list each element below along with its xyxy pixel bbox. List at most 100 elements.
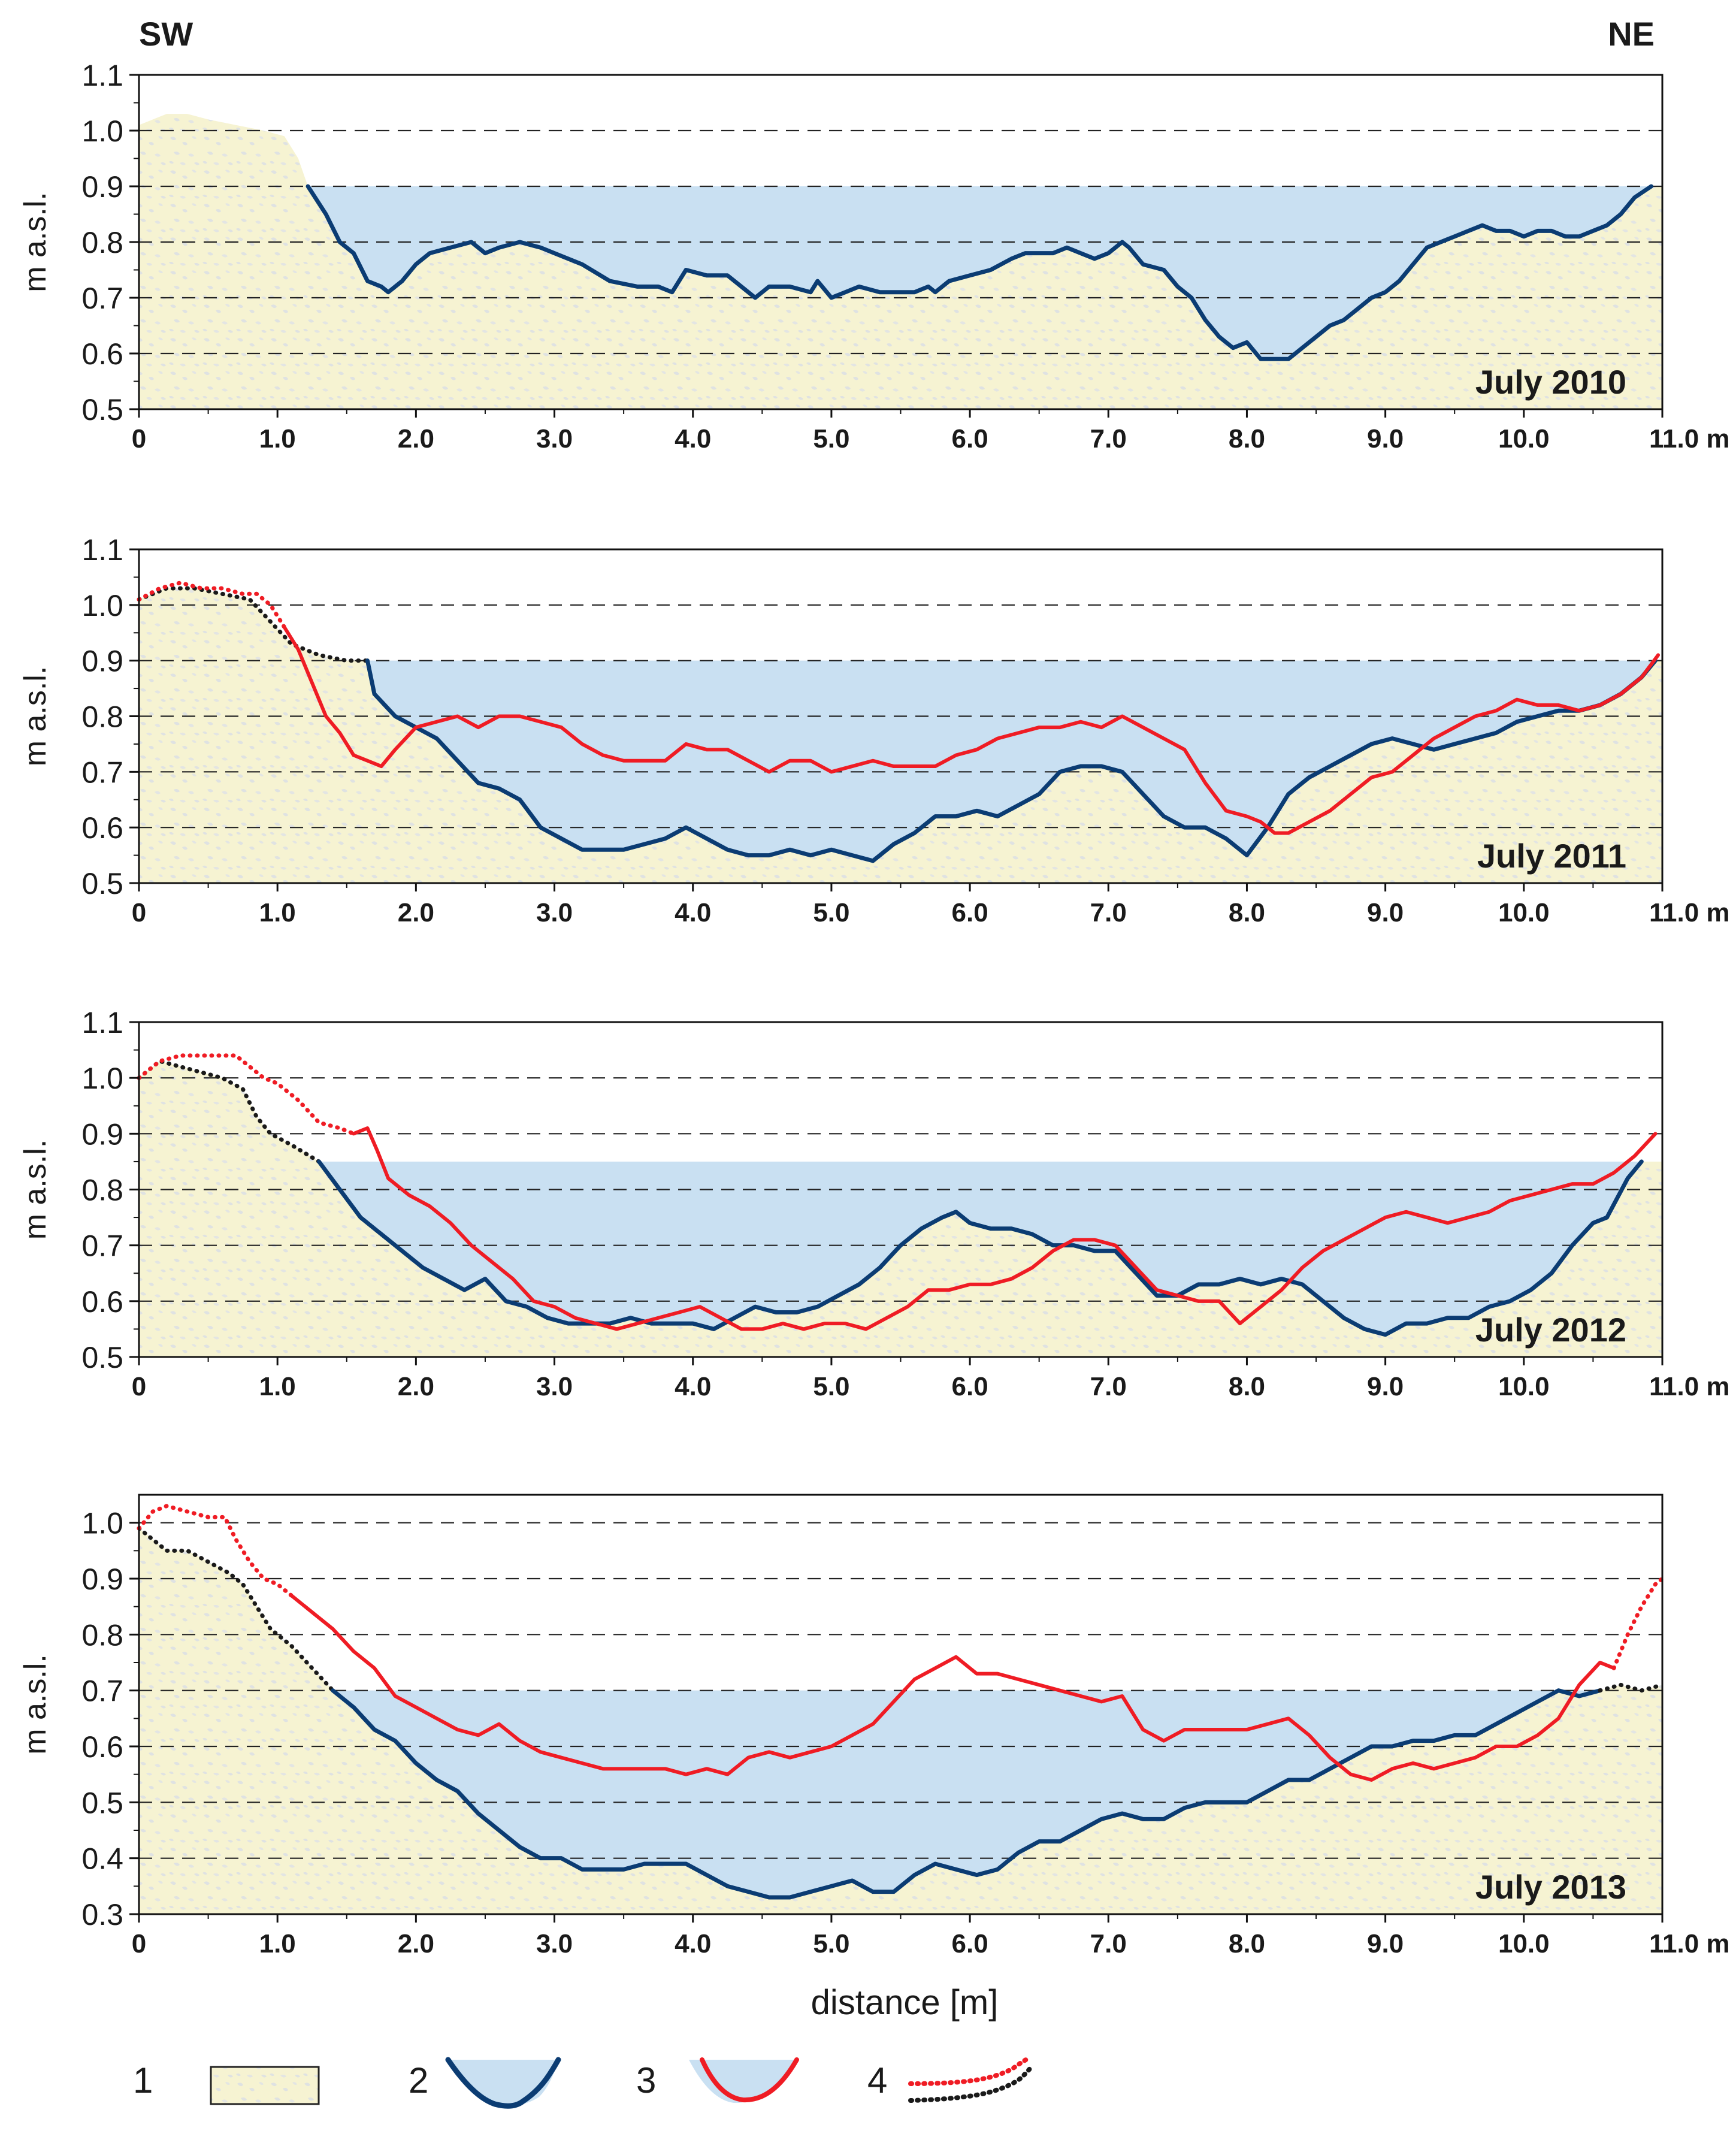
x-tick-label: 11.0 m	[1649, 424, 1730, 454]
x-tick-label: 4.0	[675, 424, 711, 454]
x-tick-label: 2.0	[398, 1929, 434, 1958]
ground-area	[139, 1061, 1662, 1357]
x-axis-title: distance [m]	[811, 1983, 999, 2022]
series-bank-2011	[137, 1053, 356, 1136]
x-tick-label: 10.0	[1498, 898, 1550, 927]
legend-number-4: 4	[867, 2060, 887, 2100]
x-tick-label: 4.0	[675, 1372, 711, 1401]
legend-swatch-current-profile	[445, 2057, 561, 2109]
x-tick-label: 9.0	[1367, 1372, 1404, 1401]
x-tick-label: 0	[132, 1929, 146, 1958]
y-tick-label: 0.9	[81, 1562, 123, 1596]
series-profile-2011	[365, 658, 1658, 863]
y-tick-label: 1.1	[81, 1006, 123, 1039]
y-axis-title: m a.s.l.	[18, 1654, 53, 1755]
y-tick-label: 0.5	[81, 1341, 123, 1374]
x-tick-label: 2.0	[398, 424, 434, 454]
x-tick-label: 2.0	[398, 1372, 434, 1401]
legend-number-3: 3	[636, 2060, 656, 2100]
y-tick-label: 0.6	[81, 337, 123, 371]
series-profile-2010	[282, 625, 1661, 835]
x-tick-label: 6.0	[952, 898, 988, 927]
ground-area	[139, 114, 1662, 409]
legend-swatch-previous-bank	[908, 2055, 1033, 2086]
y-tick-label: 0.7	[81, 282, 123, 315]
legend-number-2: 2	[409, 2060, 428, 2100]
legend-swatch-previous-profile	[700, 2057, 799, 2103]
ground-area	[139, 1528, 1662, 1914]
x-tick-label: 0	[132, 1372, 146, 1401]
legend: 1 2 3 4	[133, 2055, 1033, 2109]
x-tick-label: 11.0 m	[1649, 1929, 1730, 1958]
x-tick-label: 1.0	[259, 1929, 296, 1958]
x-tick-label: 7.0	[1090, 1372, 1127, 1401]
x-tick-label: 1.0	[259, 898, 296, 927]
legend-swatch-water-fill-2	[689, 2060, 797, 2103]
x-tick-label: 4.0	[675, 898, 711, 927]
x-tick-label: 7.0	[1090, 898, 1127, 927]
y-axis-title: m a.s.l.	[18, 666, 53, 767]
y-tick-label: 0.4	[81, 1842, 123, 1876]
y-tick-label: 0.9	[81, 1117, 123, 1151]
x-tick-label: 9.0	[1367, 1929, 1404, 1958]
y-tick-label: 0.6	[81, 1285, 123, 1319]
y-tick-label: 0.6	[81, 1730, 123, 1764]
chart-panel-2: 0.5 0.6 0.7 0.8 0.9 1.0 1.1 0 1.0 2.0 3.0 4.0 5.0 6.0…	[18, 533, 1730, 927]
x-tick-label: 5.0	[813, 898, 849, 927]
x-tick-label: 7.0	[1090, 424, 1127, 454]
y-axis-title: m a.s.l.	[18, 192, 53, 292]
y-tick-label: 0.6	[81, 811, 123, 845]
y-tick-label: 1.0	[81, 1062, 123, 1095]
ground-area	[139, 588, 1662, 883]
x-tick-label: 8.0	[1229, 1372, 1265, 1401]
x-tick-label: 2.0	[398, 898, 434, 927]
y-tick-label: 0.7	[81, 755, 123, 789]
x-tick-label: 11.0 m	[1649, 898, 1730, 927]
x-tick-label: 5.0	[813, 424, 849, 454]
panel-title: July 2011	[1477, 837, 1626, 875]
water-area	[319, 1161, 1642, 1335]
water-area	[332, 1690, 1600, 1897]
series-profile-2011	[352, 1126, 1658, 1331]
x-tick-label: 10.0	[1498, 424, 1550, 454]
series-bank-2012-right	[1611, 1576, 1665, 1670]
x-tick-label: 3.0	[536, 424, 573, 454]
x-tick-label: 4.0	[675, 1929, 711, 1958]
orientation-left-label: SW	[139, 15, 193, 53]
y-tick-label: 1.0	[81, 589, 123, 622]
water-area	[367, 660, 1656, 861]
panel-title: July 2010	[1475, 363, 1626, 401]
x-tick-label: 9.0	[1367, 898, 1404, 927]
orientation-right-label: NE	[1608, 15, 1655, 53]
x-tick-label: 5.0	[813, 1372, 849, 1401]
series-bank-2010	[137, 581, 287, 630]
x-tick-label: 0	[132, 898, 146, 927]
chart-panel-1: 0.5 0.6 0.7 0.8 0.9 1.0 1.1 0 1.0 2.0 3.0 4.0 5.0 6.0…	[18, 59, 1730, 454]
x-tick-label: 11.0 m	[1649, 1372, 1730, 1401]
x-tick-label: 6.0	[952, 1372, 988, 1401]
y-axis-title: m a.s.l.	[18, 1140, 53, 1240]
x-tick-label: 10.0	[1498, 1929, 1550, 1958]
x-tick-label: 0	[132, 424, 146, 454]
series-bank-2011	[137, 586, 370, 663]
y-tick-label: 0.9	[81, 645, 123, 678]
y-tick-label: 0.8	[81, 700, 123, 734]
legend-swatch-ground	[210, 2066, 320, 2105]
y-tick-label: 0.5	[81, 393, 123, 427]
panel-title: July 2012	[1475, 1311, 1626, 1349]
x-tick-label: 3.0	[536, 1929, 573, 1958]
series-profile-2012	[289, 1594, 1616, 1782]
legend-number-1: 1	[133, 2060, 153, 2100]
series-bank-2012	[137, 1059, 322, 1164]
y-tick-label: 1.1	[81, 59, 123, 92]
x-tick-label: 6.0	[952, 1929, 988, 1958]
legend-swatch-current-bank	[908, 2066, 1033, 2103]
chart-panel-3: 0.5 0.6 0.7 0.8 0.9 1.0 1.1 0 1.0 2.0 3.0 4.0 5.0 6.0…	[18, 1006, 1730, 1401]
x-tick-label: 1.0	[259, 1372, 296, 1401]
x-tick-label: 1.0	[259, 424, 296, 454]
x-tick-label: 8.0	[1229, 424, 1265, 454]
y-tick-label: 1.0	[81, 1507, 123, 1540]
x-tick-label: 3.0	[536, 1372, 573, 1401]
x-tick-label: 7.0	[1090, 1929, 1127, 1958]
y-tick-label: 1.1	[81, 533, 123, 567]
